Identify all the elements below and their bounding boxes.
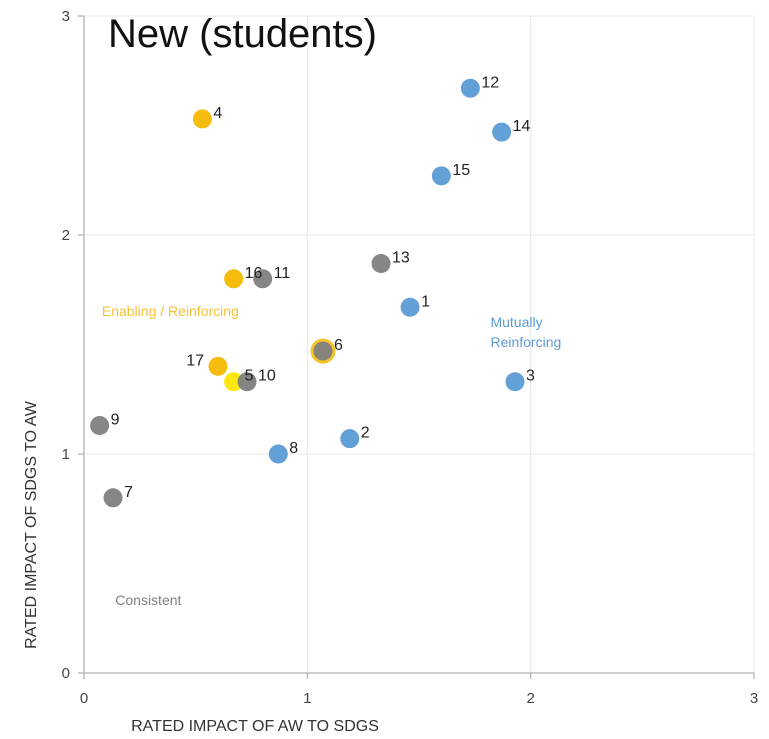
region-label: Enabling / Reinforcing	[102, 303, 239, 319]
y-tick-label: 3	[62, 8, 70, 25]
chart-title: New (students)	[108, 12, 377, 56]
data-point	[224, 372, 244, 392]
x-tick-label: 0	[80, 690, 88, 707]
data-point	[224, 269, 244, 289]
y-axis-label: RATED IMPACT OF SDGS TO AW	[23, 400, 40, 649]
point-label: 2	[361, 425, 370, 442]
x-axis-label: RATED IMPACT OF AW TO SDGS	[131, 718, 379, 735]
point-label: 9	[111, 412, 120, 429]
data-point	[208, 356, 228, 376]
region-label: Consistent	[115, 592, 181, 608]
region-label: Mutually Reinforcing	[490, 314, 561, 350]
data-point	[460, 78, 480, 98]
data-point	[431, 166, 451, 186]
point-label: 12	[481, 74, 499, 91]
y-tick-label: 0	[62, 665, 70, 682]
point-label: 14	[513, 118, 531, 135]
point-label: 11	[274, 265, 291, 282]
y-tick-label: 2	[62, 227, 70, 244]
data-point	[371, 253, 391, 273]
data-point	[192, 109, 212, 129]
grid	[84, 15, 755, 673]
x-tick-label: 2	[526, 690, 534, 707]
x-tick-label: 1	[303, 690, 311, 707]
region-labels: Enabling / Reinforcing Mutually Reinforcin…	[102, 303, 561, 608]
point-label: 17	[186, 352, 204, 369]
data-point	[340, 429, 360, 449]
y-tick-label: 1	[62, 446, 70, 463]
point-label: 6	[334, 337, 343, 354]
data-point	[237, 372, 257, 392]
point-label: 3	[526, 368, 535, 385]
data-point	[253, 269, 273, 289]
point-label: 13	[392, 249, 410, 266]
point-label: 5	[245, 368, 254, 385]
x-tick-label: 3	[750, 690, 758, 707]
data-point	[492, 122, 512, 142]
point-label: 1	[421, 293, 430, 310]
data-point	[103, 488, 123, 508]
point-label: 4	[213, 105, 222, 122]
data-point	[313, 341, 333, 361]
point-label: 10	[258, 368, 276, 385]
point-label: 7	[124, 484, 133, 501]
data-point	[90, 416, 110, 436]
point-label: 15	[452, 162, 470, 179]
point-label: 8	[289, 440, 298, 457]
data-point	[400, 297, 420, 317]
data-point	[268, 444, 288, 464]
point-label: 16	[245, 265, 263, 282]
data-point	[505, 372, 525, 392]
